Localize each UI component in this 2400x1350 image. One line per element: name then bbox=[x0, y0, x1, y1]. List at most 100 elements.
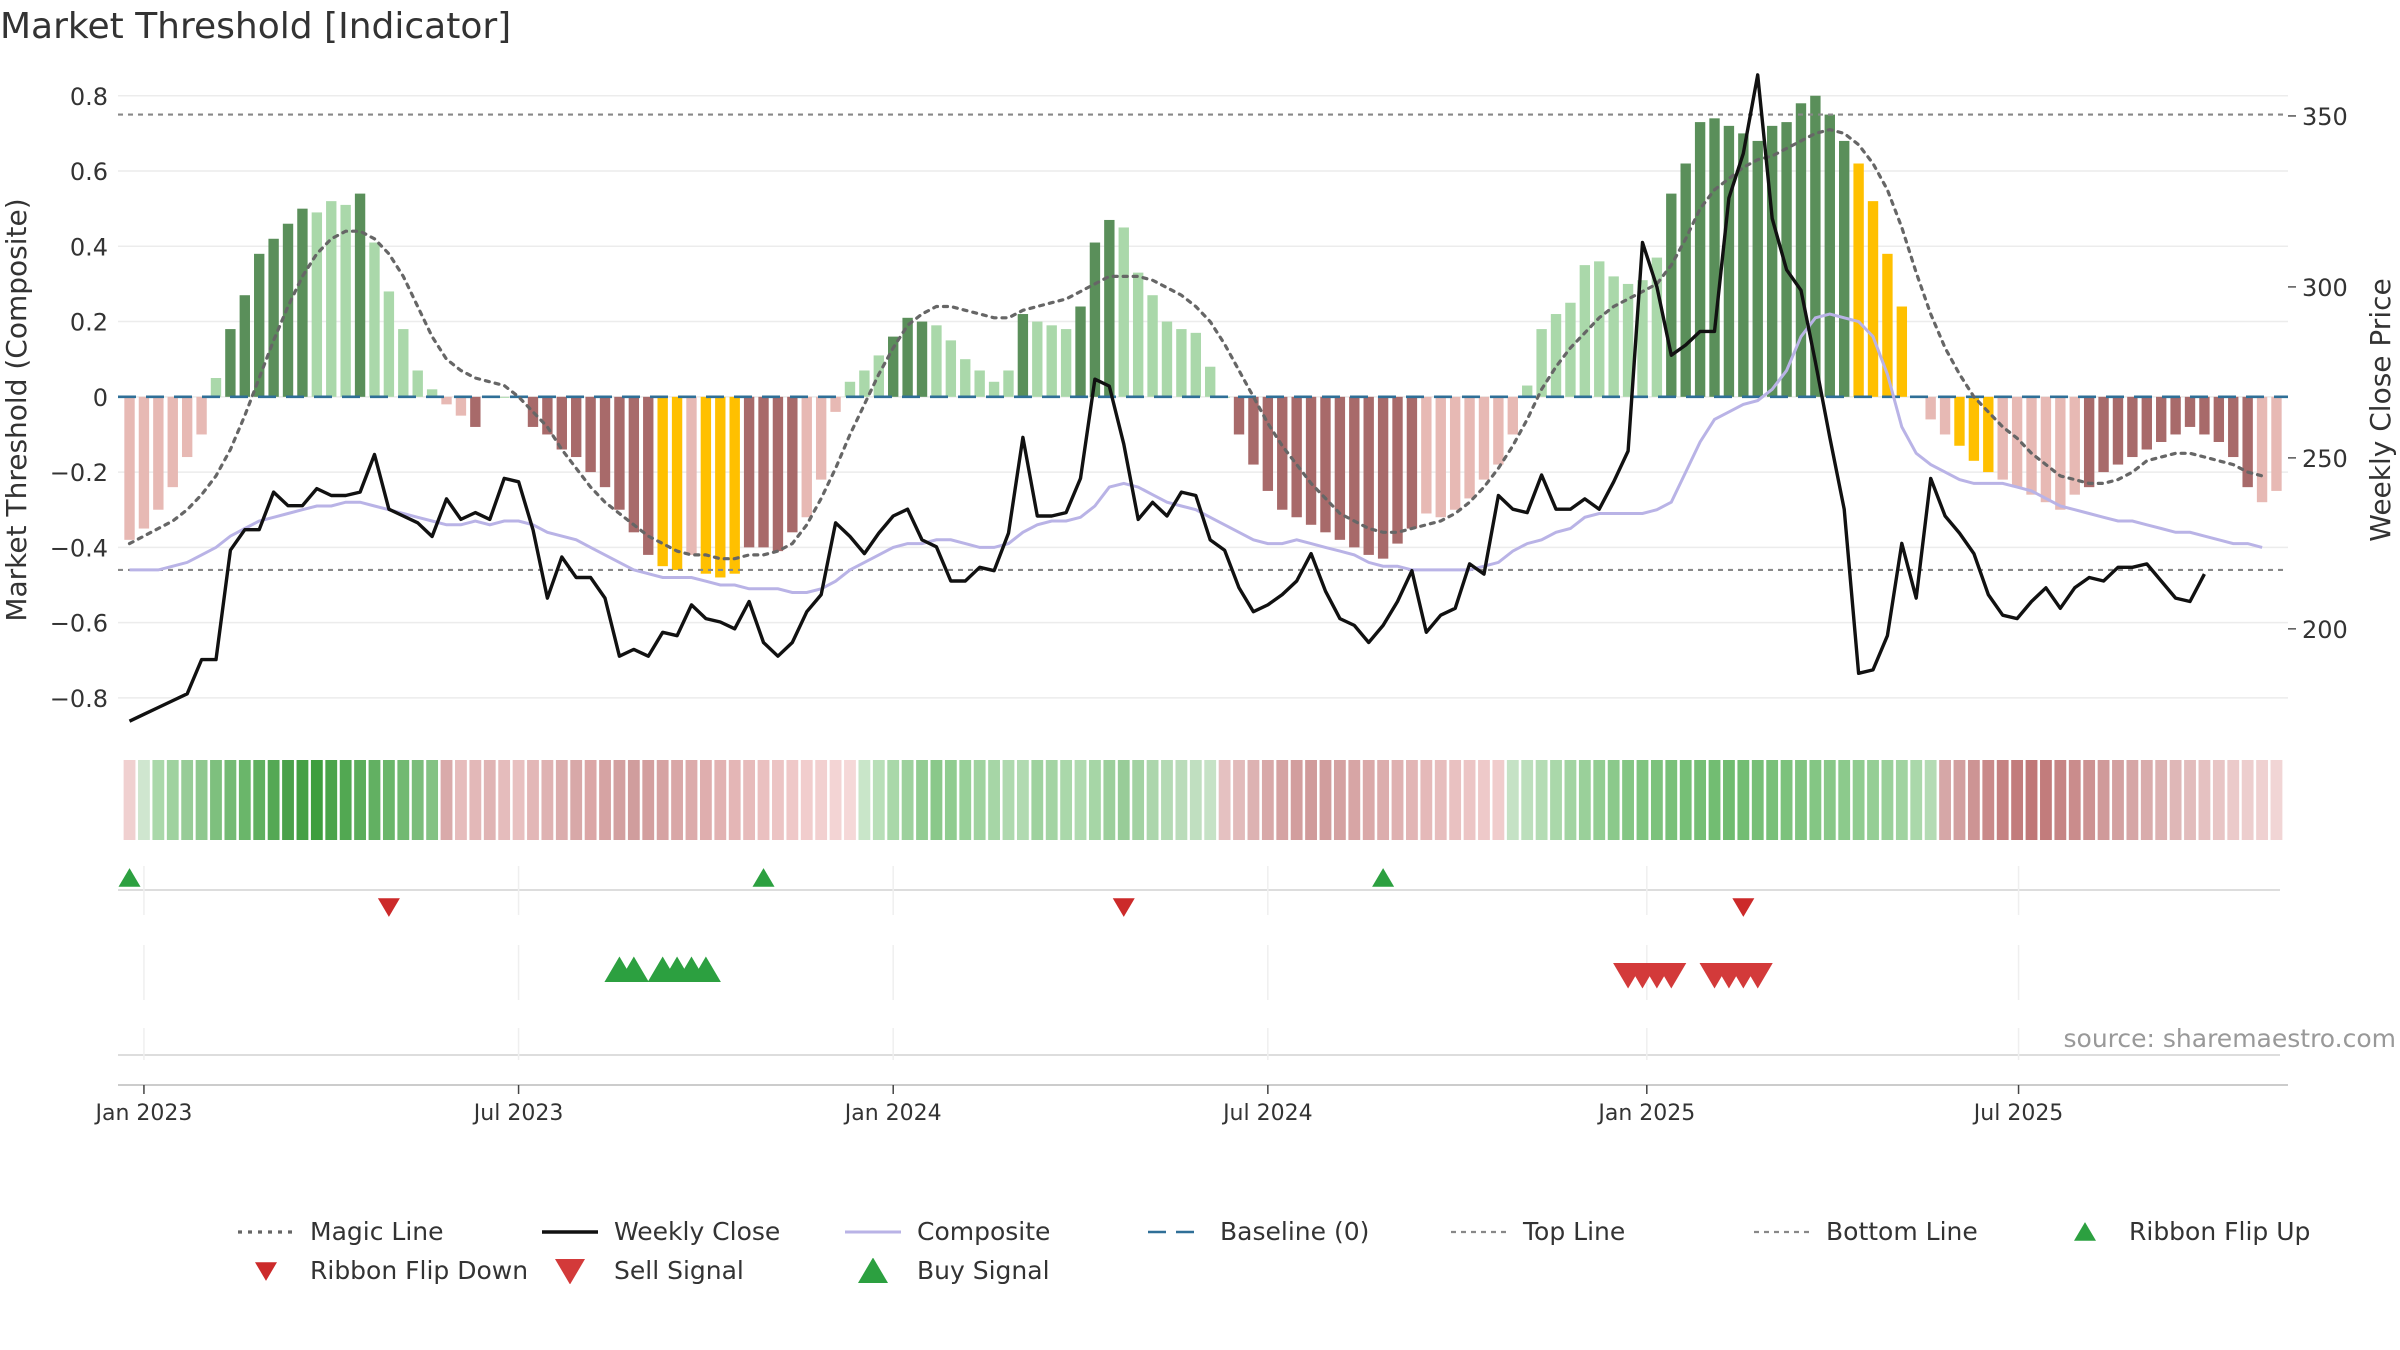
ribbon-flip-up-marker bbox=[118, 868, 141, 887]
ribbon-cell bbox=[253, 760, 266, 840]
ribbon-cell bbox=[512, 760, 525, 840]
ribbon-cell bbox=[570, 760, 583, 840]
composite-bar bbox=[311, 212, 323, 397]
composite-bar bbox=[686, 396, 697, 555]
ribbon-cell bbox=[555, 760, 568, 840]
ribbon-cell bbox=[397, 760, 410, 840]
composite-bar bbox=[254, 253, 265, 397]
chart-title: Market Threshold [Indicator] bbox=[0, 6, 512, 47]
composite-bar bbox=[1637, 280, 1648, 397]
composite-bar bbox=[1060, 329, 1072, 397]
ribbon-cell bbox=[786, 760, 799, 840]
ribbon-cell bbox=[195, 760, 208, 840]
composite-bar bbox=[1622, 283, 1634, 397]
composite-bar bbox=[1205, 366, 1216, 397]
composite-bar bbox=[470, 396, 481, 427]
composite-bar bbox=[960, 359, 971, 397]
ribbon-cell bbox=[1996, 760, 2009, 840]
ribbon-cell bbox=[584, 760, 597, 840]
ribbon-cell bbox=[455, 760, 467, 840]
composite-bar bbox=[1305, 396, 1317, 525]
composite-bar bbox=[1781, 122, 1792, 397]
y-tick-label: −0.4 bbox=[50, 534, 108, 562]
ribbon-cell bbox=[887, 760, 900, 840]
ribbon-cell bbox=[1103, 760, 1116, 840]
composite-bar bbox=[268, 238, 279, 397]
composite-bar bbox=[888, 336, 899, 397]
ribbon-cell bbox=[1679, 760, 1692, 840]
composite-bar bbox=[1896, 306, 1908, 397]
sell-signal-marker bbox=[1656, 963, 1687, 989]
composite-bar bbox=[498, 396, 510, 398]
ribbon-cell bbox=[800, 760, 813, 840]
composite-bar bbox=[1839, 140, 1850, 397]
ribbon-cell bbox=[2025, 760, 2038, 840]
composite-bar bbox=[1233, 396, 1245, 435]
ribbon-cell bbox=[2068, 760, 2081, 840]
ribbon-cell bbox=[1550, 760, 1562, 840]
composite-bar bbox=[1277, 396, 1288, 510]
ribbon-cell bbox=[325, 760, 338, 840]
ribbon-cell bbox=[944, 760, 957, 840]
ribbon-cell bbox=[1132, 760, 1145, 840]
ribbon-cell bbox=[1060, 760, 1073, 840]
ribbon-cell bbox=[1852, 760, 1865, 840]
magic-line bbox=[127, 127, 2264, 561]
ribbon-cell bbox=[1463, 760, 1476, 840]
buy-signal-marker bbox=[690, 956, 721, 982]
composite-bar bbox=[844, 381, 856, 397]
composite-bar bbox=[2011, 396, 2023, 488]
composite-bar bbox=[1363, 396, 1374, 555]
composite-bar bbox=[1334, 396, 1346, 540]
composite-bar bbox=[614, 396, 625, 510]
composite-bar bbox=[1882, 253, 1893, 397]
ribbon-cell bbox=[1737, 760, 1750, 840]
composite-bar bbox=[1017, 314, 1029, 397]
composite-bar bbox=[1752, 140, 1763, 397]
y-tick-label: 0 bbox=[93, 384, 108, 412]
composite-bar bbox=[1550, 314, 1562, 397]
composite-bar bbox=[1594, 261, 1605, 397]
ribbon-cell bbox=[152, 760, 165, 840]
ribbon-cell bbox=[1939, 760, 1951, 840]
ribbon-cell bbox=[1175, 760, 1188, 840]
composite-bar bbox=[758, 396, 769, 548]
ribbon-cell bbox=[1492, 760, 1505, 840]
weekly-close-line bbox=[128, 73, 2206, 723]
ribbon-cell bbox=[599, 760, 611, 840]
composite-bar bbox=[2271, 396, 2282, 491]
ribbon-cell bbox=[426, 760, 439, 840]
composite-bar bbox=[225, 329, 236, 397]
ribbon-cell bbox=[815, 760, 828, 840]
ribbon-cell bbox=[2212, 760, 2225, 840]
y2-tick-label: 200 bbox=[2302, 616, 2348, 644]
composite-bar bbox=[2156, 396, 2167, 442]
ribbon-cell bbox=[224, 760, 237, 840]
ribbon-cell bbox=[1117, 760, 1130, 840]
ribbon-cell bbox=[296, 760, 309, 840]
composite-bar bbox=[383, 291, 395, 397]
composite-bar bbox=[124, 396, 135, 540]
ribbon-cell bbox=[988, 760, 1000, 840]
composite-bar bbox=[1406, 396, 1418, 529]
composite-bar bbox=[1997, 396, 2008, 480]
composite-bar bbox=[2228, 396, 2239, 458]
composite-bar bbox=[643, 396, 654, 555]
ribbon-cell bbox=[1593, 760, 1606, 840]
composite-bar bbox=[1522, 385, 1533, 397]
composite-bar bbox=[815, 396, 827, 480]
composite-bar bbox=[1435, 396, 1446, 518]
composite-bar bbox=[1320, 396, 1331, 533]
ribbon-cell bbox=[1161, 760, 1173, 840]
composite-bar bbox=[772, 396, 784, 552]
composite-bar bbox=[585, 396, 596, 473]
y-tick-label: 0.2 bbox=[70, 309, 108, 337]
composite-bar bbox=[1709, 118, 1720, 397]
composite-bar bbox=[1608, 276, 1619, 397]
axes: −0.8 −0.6 −0.4 −0.2 0 0.2 0.4 0.6 0.8 200 250 300 35… bbox=[0, 83, 2397, 713]
ribbon-cell bbox=[2227, 760, 2240, 840]
composite-bar bbox=[830, 396, 841, 412]
ribbon-cell bbox=[930, 760, 943, 840]
composite-bar bbox=[2040, 396, 2052, 503]
ribbon-cell bbox=[1016, 760, 1029, 840]
